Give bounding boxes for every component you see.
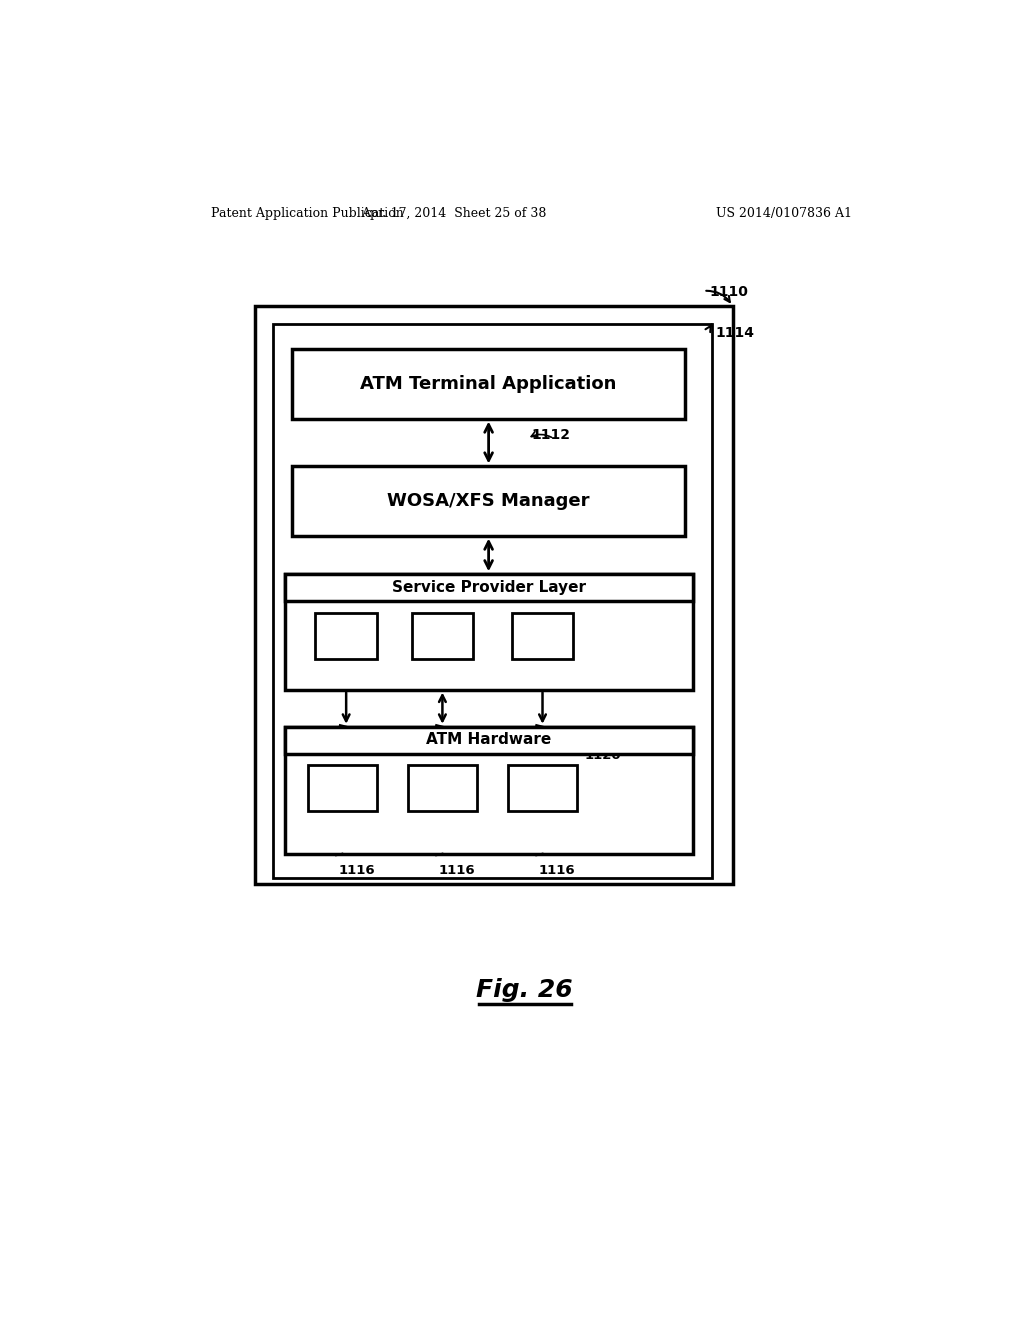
Bar	[285, 726, 692, 754]
Bar	[412, 612, 473, 659]
Bar	[307, 766, 377, 812]
Text: 1116: 1116	[539, 865, 575, 878]
Text: 1112: 1112	[531, 428, 570, 442]
Text: 1116: 1116	[339, 865, 375, 878]
Text: Fig. 26: Fig. 26	[476, 978, 573, 1002]
Text: Device1: Device1	[312, 781, 372, 795]
Bar	[255, 306, 733, 884]
Text: Device2: Device2	[413, 781, 472, 795]
Text: 1120: 1120	[585, 750, 622, 763]
Text: ATM Hardware: ATM Hardware	[426, 733, 551, 747]
Bar	[408, 766, 477, 812]
Text: 1118: 1118	[342, 735, 379, 748]
Text: SP2: SP2	[427, 628, 458, 643]
Bar	[273, 323, 712, 878]
Text: WOSA/XFS Manager: WOSA/XFS Manager	[387, 492, 590, 510]
Text: 1114: 1114	[716, 326, 755, 341]
Text: 1116: 1116	[438, 865, 475, 878]
Text: 1118: 1118	[438, 735, 475, 748]
Bar	[292, 350, 685, 418]
Bar	[508, 766, 578, 812]
Text: Service Provider Layer: Service Provider Layer	[391, 579, 586, 595]
Text: SP3: SP3	[527, 628, 557, 643]
Text: Device3: Device3	[513, 781, 572, 795]
Bar	[512, 612, 573, 659]
Text: 1118: 1118	[539, 735, 575, 748]
Bar	[292, 466, 685, 536]
Bar	[285, 574, 692, 689]
Text: US 2014/0107836 A1: US 2014/0107836 A1	[716, 207, 852, 220]
Text: ATM Terminal Application: ATM Terminal Application	[360, 375, 616, 393]
Text: Patent Application Publication: Patent Application Publication	[211, 207, 404, 220]
Text: Apr. 17, 2014  Sheet 25 of 38: Apr. 17, 2014 Sheet 25 of 38	[361, 207, 547, 220]
Text: 1110: 1110	[710, 285, 749, 300]
Text: SP1: SP1	[331, 628, 361, 643]
Bar	[285, 726, 692, 854]
Bar	[285, 574, 692, 601]
Bar	[315, 612, 377, 659]
